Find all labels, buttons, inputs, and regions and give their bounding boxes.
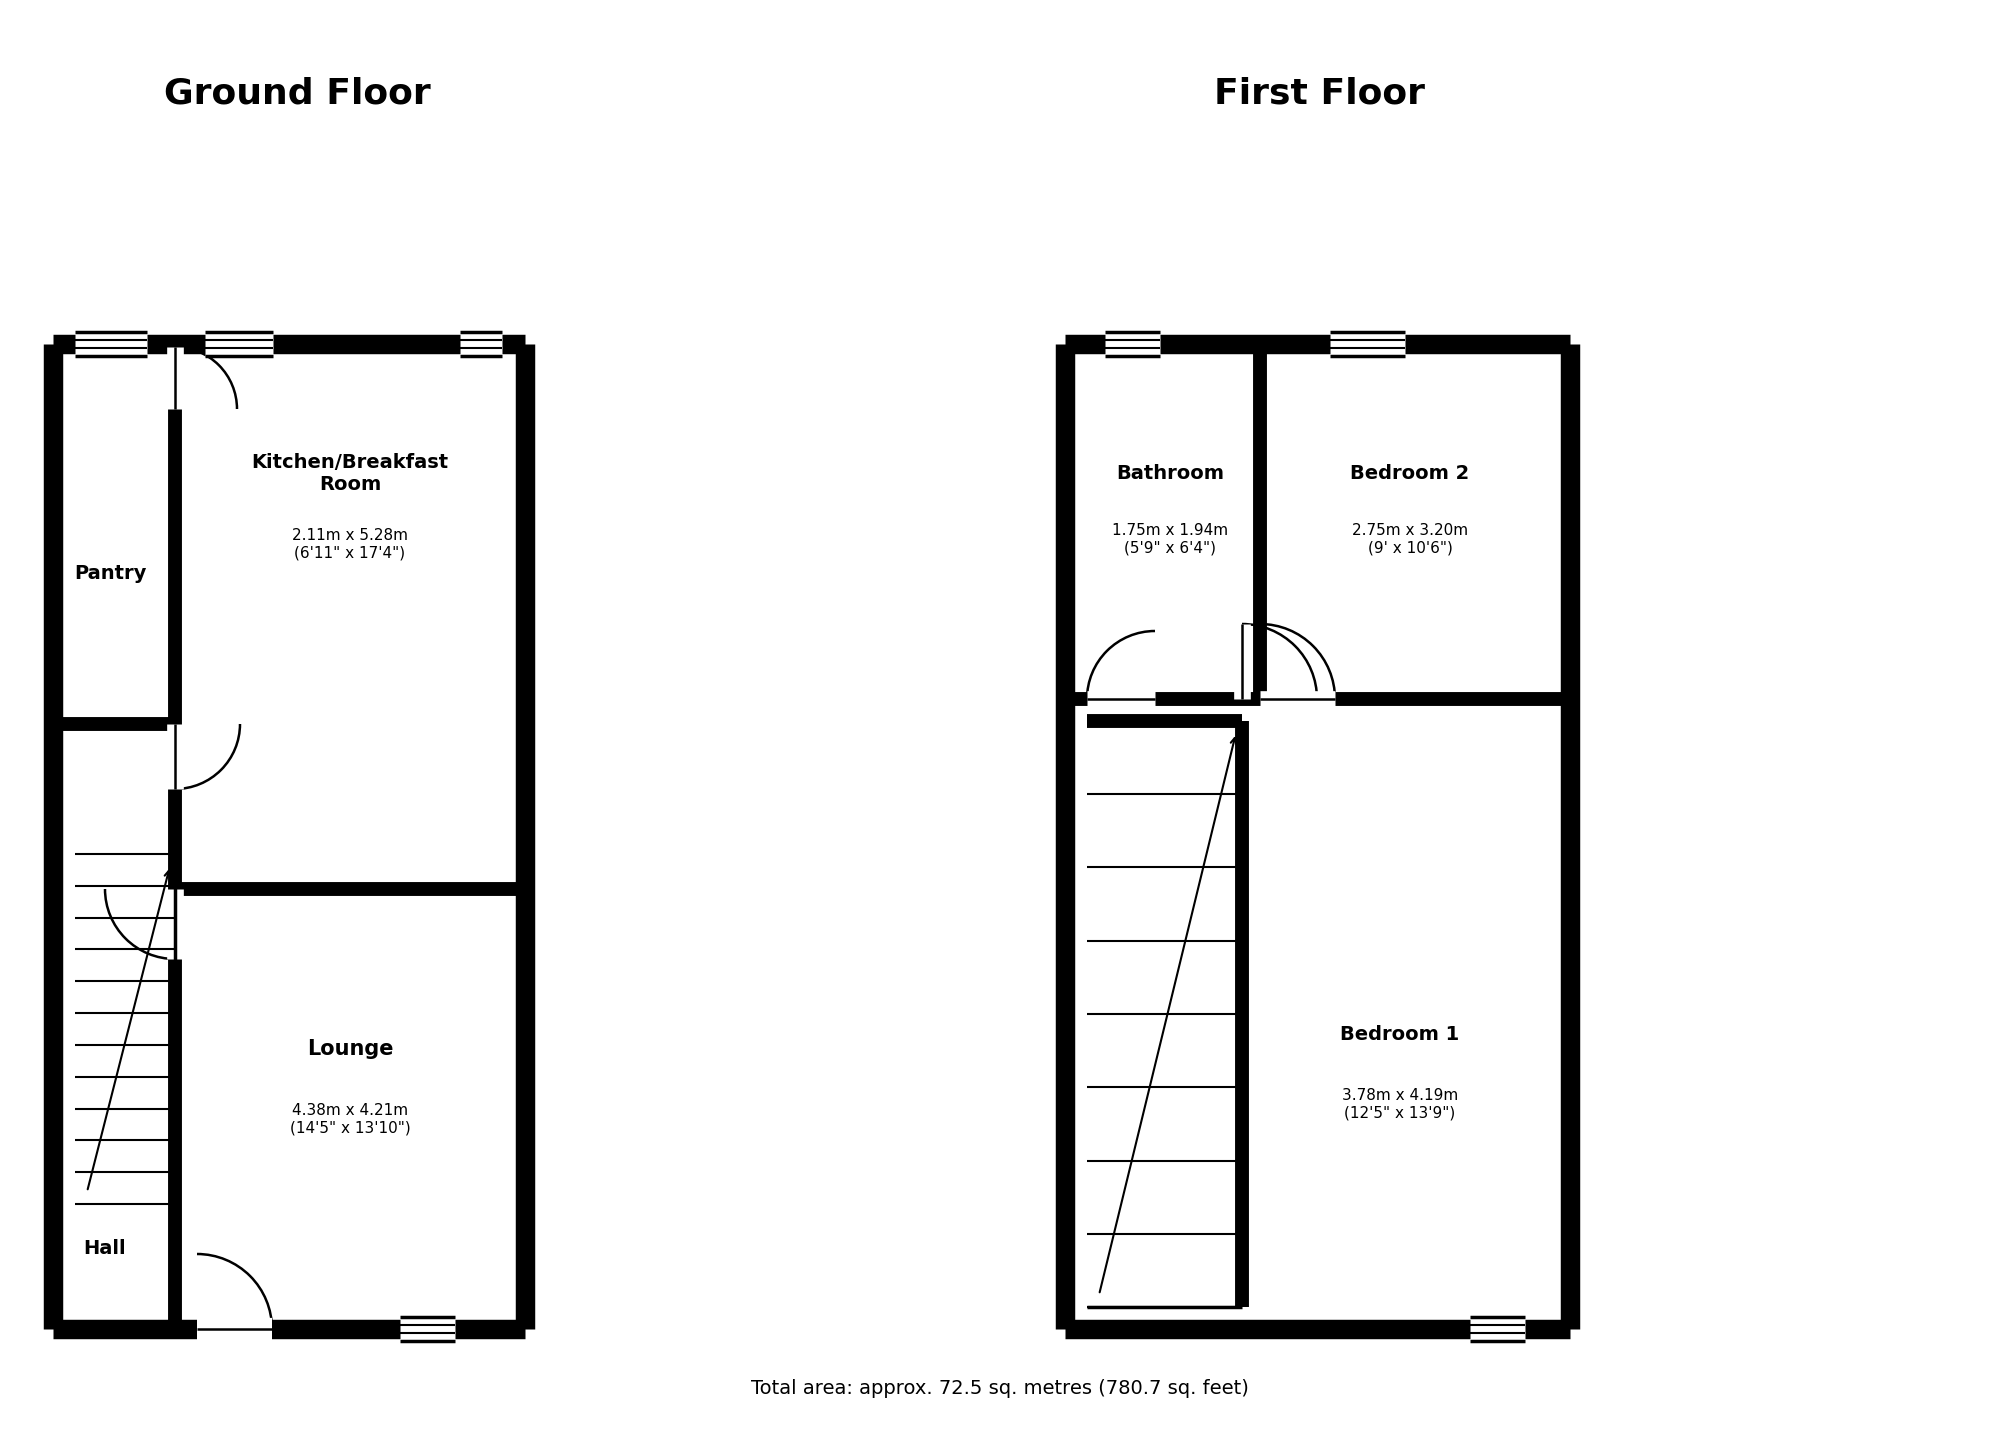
- Text: Hall: Hall: [84, 1239, 126, 1259]
- Text: First Floor: First Floor: [1214, 77, 1426, 111]
- Text: Kitchen/Breakfast
Room: Kitchen/Breakfast Room: [252, 454, 448, 494]
- Text: 4.38m x 4.21m
(14'5" x 13'10"): 4.38m x 4.21m (14'5" x 13'10"): [290, 1102, 410, 1136]
- Text: 2.11m x 5.28m
(6'11" x 17'4"): 2.11m x 5.28m (6'11" x 17'4"): [292, 528, 408, 560]
- Text: Pantry: Pantry: [74, 564, 146, 583]
- Text: Bedroom 2: Bedroom 2: [1350, 464, 1470, 484]
- Text: Total area: approx. 72.5 sq. metres (780.7 sq. feet): Total area: approx. 72.5 sq. metres (780…: [752, 1380, 1248, 1399]
- Text: Bathroom: Bathroom: [1116, 464, 1224, 484]
- Text: 3.78m x 4.19m
(12'5" x 13'9"): 3.78m x 4.19m (12'5" x 13'9"): [1342, 1088, 1458, 1120]
- Text: Ground Floor: Ground Floor: [164, 77, 430, 111]
- Text: 2.75m x 3.20m
(9' x 10'6"): 2.75m x 3.20m (9' x 10'6"): [1352, 523, 1468, 555]
- Text: Lounge: Lounge: [306, 1040, 394, 1059]
- Text: 1.75m x 1.94m
(5'9" x 6'4"): 1.75m x 1.94m (5'9" x 6'4"): [1112, 523, 1228, 555]
- Text: Bedroom 1: Bedroom 1: [1340, 1025, 1460, 1044]
